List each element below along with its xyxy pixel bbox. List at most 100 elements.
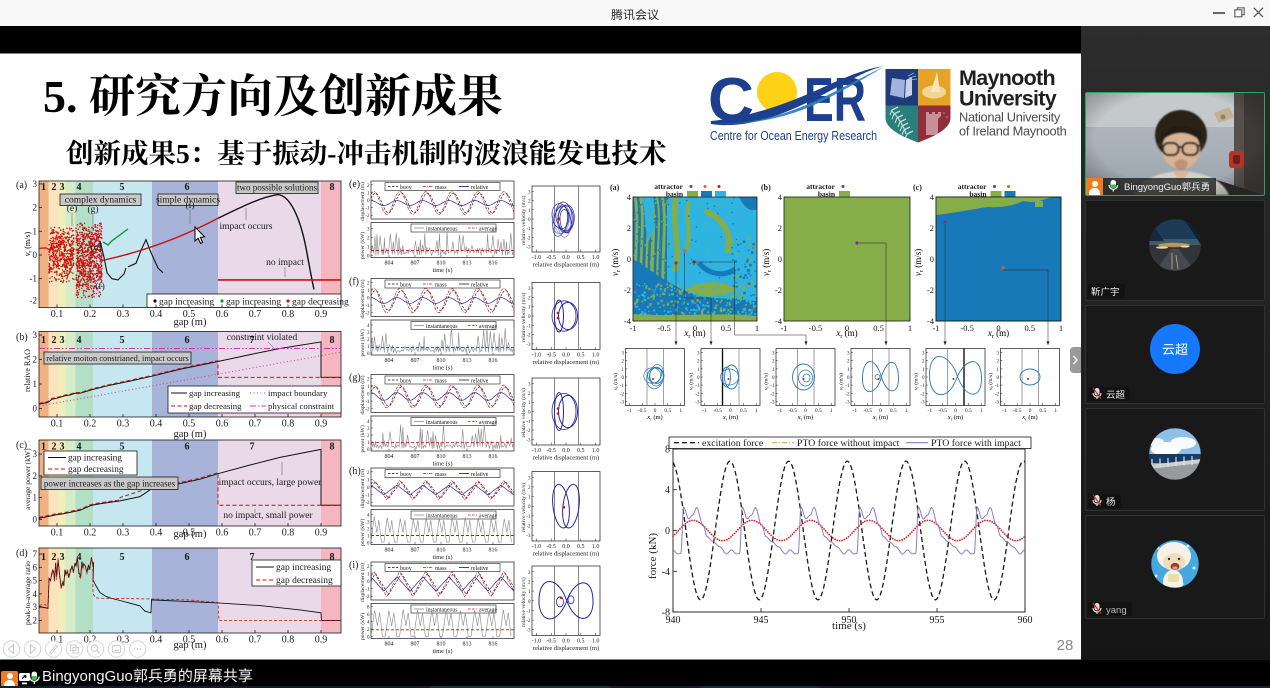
svg-text:3: 3: [772, 352, 775, 357]
svg-text:0: 0: [367, 255, 370, 260]
svg-text:-2: -2: [365, 595, 370, 600]
svg-text:5: 5: [33, 576, 38, 586]
svg-text:0.8: 0.8: [282, 635, 295, 646]
svg-text:1: 1: [367, 246, 370, 251]
svg-text:gap increasing: gap increasing: [226, 298, 281, 308]
svg-text:1: 1: [367, 535, 370, 540]
svg-text:1: 1: [41, 552, 46, 563]
svg-text:-0.5: -0.5: [546, 255, 556, 261]
svg-text:0: 0: [33, 514, 38, 524]
svg-text:0.5: 0.5: [664, 408, 671, 414]
svg-text:basin: basin: [969, 190, 987, 199]
svg-text:-1: -1: [365, 494, 370, 499]
svg-text:1: 1: [41, 182, 46, 193]
svg-text:gap increasing: gap increasing: [159, 298, 214, 308]
svg-text:0: 0: [954, 408, 957, 414]
svg-text:3: 3: [33, 179, 38, 189]
svg-text:28: 28: [1057, 637, 1074, 654]
svg-text:attractor: attractor: [806, 182, 835, 191]
svg-text:2: 2: [528, 392, 531, 397]
svg-text:displacement (m): displacement (m): [359, 182, 366, 221]
svg-text:impact occurs: impact occurs: [219, 222, 272, 232]
svg-text:2: 2: [997, 360, 1000, 365]
svg-text:0.3: 0.3: [117, 309, 130, 320]
svg-text:1: 1: [772, 368, 775, 373]
svg-text:-3: -3: [526, 246, 531, 251]
svg-text:1: 1: [33, 226, 38, 236]
svg-text:University: University: [959, 87, 1057, 111]
svg-text:power (kW): power (kW): [359, 519, 366, 546]
svg-text:7: 7: [250, 552, 255, 563]
svg-text:3: 3: [33, 330, 38, 340]
svg-text:-0.5: -0.5: [863, 408, 872, 414]
svg-text:ER: ER: [804, 66, 866, 135]
svg-text:0.7: 0.7: [249, 419, 262, 430]
svg-text:955: 955: [930, 615, 945, 626]
svg-text:0: 0: [804, 408, 807, 414]
svg-text:(c): (c): [913, 183, 922, 192]
svg-text:813: 813: [463, 358, 472, 364]
svg-text:xr (m): xr (m): [722, 414, 738, 422]
svg-text:0.1: 0.1: [51, 419, 64, 430]
svg-text:0: 0: [528, 315, 531, 320]
svg-text:peak-to-average ratio: peak-to-average ratio: [23, 561, 32, 625]
svg-text:xr (m): xr (m): [872, 414, 888, 422]
svg-text:0: 0: [996, 323, 1000, 333]
svg-text:0.0: 0.0: [562, 544, 570, 550]
svg-text:impact boundary: impact boundary: [268, 388, 328, 398]
svg-text:-4: -4: [662, 567, 670, 578]
svg-text:vr (m/s): vr (m/s): [987, 373, 994, 390]
svg-text:1: 1: [41, 335, 46, 346]
svg-text:gap decreasing: gap decreasing: [292, 298, 349, 308]
svg-text:-1: -1: [780, 323, 787, 333]
svg-text:average: average: [479, 420, 497, 426]
svg-text:relative displacement (m): relative displacement (m): [533, 645, 599, 652]
svg-text:0.7: 0.7: [249, 309, 262, 320]
svg-text:0.4: 0.4: [150, 635, 163, 646]
svg-text:940: 940: [666, 615, 681, 626]
svg-text:0: 0: [729, 408, 732, 414]
svg-text:power (kW): power (kW): [359, 613, 366, 640]
svg-text:0.3: 0.3: [117, 528, 130, 539]
svg-text:(a): (a): [610, 183, 620, 192]
svg-text:3: 3: [367, 427, 370, 432]
svg-text:-4: -4: [624, 316, 632, 326]
svg-text:vr (m/s): vr (m/s): [913, 249, 925, 276]
svg-text:-1: -1: [365, 400, 370, 405]
svg-text:0.4: 0.4: [150, 528, 163, 539]
svg-text:0.8: 0.8: [282, 419, 295, 430]
svg-text:no impact, small power: no impact, small power: [223, 511, 313, 521]
svg-text:basin: basin: [666, 190, 684, 199]
svg-text:impact occurs, large power: impact occurs, large power: [219, 478, 323, 488]
svg-text:0: 0: [528, 505, 531, 510]
svg-text:1: 1: [908, 323, 912, 333]
svg-text:xr (m): xr (m): [646, 414, 662, 422]
svg-text:2: 2: [847, 360, 850, 365]
svg-text:time (s): time (s): [432, 267, 452, 274]
svg-text:1: 1: [755, 323, 759, 333]
svg-text:2: 2: [697, 360, 700, 365]
svg-text:0: 0: [367, 352, 370, 357]
svg-text:mass: mass: [435, 185, 447, 191]
svg-text:804: 804: [385, 358, 394, 364]
svg-text:-1: -1: [629, 323, 636, 333]
svg-text:power (kW): power (kW): [359, 232, 366, 259]
svg-text:-1: -1: [920, 384, 925, 389]
svg-text:5: 5: [120, 335, 125, 346]
svg-text:1: 1: [367, 572, 370, 577]
svg-text:1: 1: [847, 368, 850, 373]
svg-text:Centre for Ocean Energy Resear: Centre for Ocean Energy Research: [710, 129, 877, 143]
svg-text:0.1: 0.1: [51, 309, 64, 320]
svg-text:-3: -3: [995, 400, 1000, 405]
svg-text:950: 950: [842, 615, 857, 626]
svg-text:relative displacement (m): relative displacement (m): [533, 551, 599, 558]
svg-text:1: 1: [997, 368, 1000, 373]
svg-text:-1: -1: [853, 408, 858, 414]
svg-text:power increases as the gap inc: power increases as the gap increases: [44, 479, 176, 489]
svg-text:-1: -1: [365, 207, 370, 212]
svg-text:(g): (g): [87, 204, 98, 215]
svg-text:0.5: 0.5: [721, 323, 732, 333]
svg-text:time (s): time (s): [432, 554, 452, 561]
svg-text:813: 813: [463, 548, 472, 554]
svg-text:3: 3: [33, 602, 38, 612]
